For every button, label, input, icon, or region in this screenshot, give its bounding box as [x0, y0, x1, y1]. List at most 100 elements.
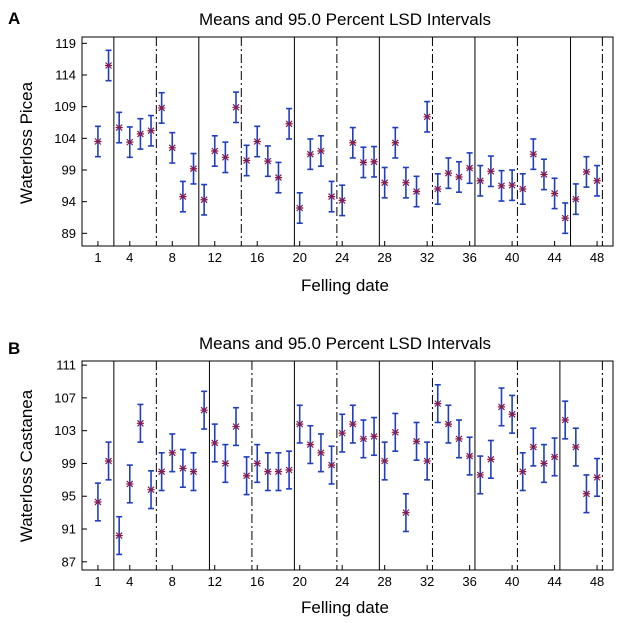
chart-b-interval [572, 427, 580, 467]
chart-b-interval [306, 424, 314, 465]
chart-b-y-ticks: 87 91 95 99 103 107 111 [54, 358, 87, 569]
chart-a-interval [115, 111, 123, 144]
chart-b-mean-marker [126, 480, 134, 488]
chart-b-x-tick-label: 4 [126, 574, 133, 589]
chart-a-mean-marker [306, 150, 314, 158]
chart-b-y-tick-label: 95 [62, 489, 76, 504]
chart-b-interval [561, 400, 569, 440]
chart-b-mean-marker [402, 509, 410, 517]
chart-a-x-tick-label: 12 [208, 250, 222, 265]
chart-b-interval [136, 403, 145, 443]
chart-a-interval [529, 138, 537, 171]
chart-b-mean-marker [147, 486, 155, 494]
chart-a-mean-marker [391, 139, 399, 147]
chart-b-interval [466, 436, 474, 476]
chart-a-mean-marker [232, 103, 240, 111]
chart-b-interval [189, 451, 198, 492]
chart-a-interval [232, 91, 240, 124]
chart-a-interval [338, 184, 346, 217]
chart-a-interval [179, 180, 187, 213]
chart-a-mean-marker [115, 124, 123, 131]
chart-b-interval [412, 421, 421, 461]
chart-a-mean-marker [338, 196, 346, 204]
chart-a-interval [211, 135, 219, 167]
chart-b-mean-marker [476, 471, 484, 479]
chart-b-y-tick-label: 87 [62, 554, 76, 569]
chart-b-interval [381, 441, 389, 481]
chart-a-interval [253, 125, 261, 158]
chart-b-y-tick-label: 99 [62, 456, 76, 471]
chart-b-mean-marker [434, 400, 442, 408]
chart-b-mean-marker [412, 437, 421, 445]
chart-a-mean-marker [487, 167, 495, 175]
chart-a-interval [582, 155, 591, 188]
chart-a-mean-marker [104, 62, 113, 69]
chart-b-mean-marker [497, 403, 506, 411]
chart-b-interval [423, 441, 431, 481]
chart-b-mean-marker [158, 468, 166, 476]
chart-a-interval [466, 152, 474, 185]
chart-a-interval [136, 117, 145, 150]
chart-a-interval [359, 146, 368, 179]
chart-a-mean-marker [412, 188, 421, 195]
chart-a-mean-marker [381, 179, 389, 187]
chart-a-interval [285, 107, 293, 140]
chart-b-mean-marker [561, 416, 569, 424]
chart-a-mean-marker [296, 204, 304, 212]
chart-a-mean-marker [423, 113, 431, 121]
chart-b-interval [487, 439, 495, 480]
chart-b-mean-marker [200, 406, 208, 414]
chart-a-interval [264, 145, 272, 178]
chart-b-mean-marker [179, 464, 187, 472]
chart-b-y-tick-label: 103 [54, 423, 76, 438]
chart-a-x-tick-label: 16 [250, 250, 264, 265]
panel-label-a: A [8, 9, 20, 28]
chart-b-separators [113, 361, 603, 570]
chart-a-mean-marker [572, 195, 580, 203]
chart-b-interval [179, 448, 187, 489]
chart-b-mean-marker [264, 468, 272, 476]
chart-b-mean-marker [349, 420, 357, 428]
chart-b-mean-marker [593, 473, 601, 481]
chart-b-mean-marker [455, 435, 463, 443]
chart-a-interval [412, 175, 421, 208]
chart-a-mean-marker [327, 193, 336, 201]
chart-a-mean-marker [455, 173, 463, 181]
chart-a-x-tick-label: 32 [420, 250, 434, 265]
chart-a-mean-marker [434, 185, 442, 193]
chart-a: A Means and 95.0 Percent LSD Intervals W… [8, 9, 614, 295]
chart-b-y-tick-label: 107 [54, 390, 76, 405]
chart-b-interval [444, 404, 452, 444]
chart-a-mean-marker [285, 120, 293, 128]
chart-a-mean-marker [200, 196, 208, 204]
chart-b-interval [285, 450, 293, 490]
chart-b-interval [243, 456, 251, 496]
chart-a-mean-marker [582, 168, 591, 176]
chart-b-mean-marker [168, 449, 176, 457]
chart-b-x-ticks: 1 4 8 12 16 20 24 28 32 36 40 44 48 [94, 565, 604, 589]
chart-a-interval [126, 126, 134, 159]
chart-b-x-tick-label: 44 [547, 574, 561, 589]
chart-b-interval [349, 404, 357, 444]
chart-a-interval [306, 138, 314, 171]
chart-a-interval [540, 158, 548, 191]
chart-a-mean-marker [519, 185, 527, 193]
chart-a-interval [317, 135, 325, 167]
chart-b: B Means and 95.0 Percent LSD Intervals W… [8, 334, 614, 617]
chart-b-interval [497, 387, 506, 427]
chart-a-y-tick-label: 94 [62, 194, 76, 209]
chart-b-y-tick-label: 91 [62, 522, 76, 537]
chart-a-interval [402, 166, 410, 199]
chart-a-interval [243, 144, 251, 177]
chart-b-interval [274, 451, 283, 492]
chart-a-interval [434, 173, 442, 205]
chart-a-interval [508, 169, 516, 202]
chart-b-x-tick-label: 20 [292, 574, 306, 589]
chart-a-mean-marker [540, 171, 548, 178]
chart-a-interval [94, 125, 102, 158]
chart-a-interval [476, 164, 484, 197]
chart-b-interval [593, 457, 601, 498]
chart-a-interval [221, 141, 229, 174]
chart-a-interval [104, 49, 113, 82]
